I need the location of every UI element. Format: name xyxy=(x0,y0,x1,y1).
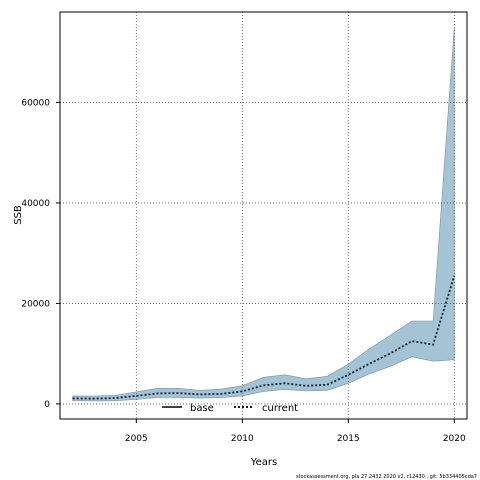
grid-layer xyxy=(60,12,467,419)
series-line-layer xyxy=(72,275,456,400)
y-axis-label: SSB xyxy=(13,205,24,225)
x-tick-label: 2010 xyxy=(231,434,254,444)
x-axis-label: Years xyxy=(250,457,277,468)
x-tick-label: 2020 xyxy=(443,434,466,444)
y-axis-ticks: 0 20000 40000 60000 xyxy=(21,98,60,410)
y-tick-label: 20000 xyxy=(21,299,50,309)
y-tick-label: 60000 xyxy=(21,98,50,108)
legend: base current xyxy=(162,403,298,414)
x-axis-ticks: 2005 2010 2015 2020 xyxy=(125,419,466,444)
y-tick-label: 40000 xyxy=(21,199,50,209)
legend-current-label: current xyxy=(262,403,298,414)
x-tick-label: 2015 xyxy=(337,434,360,444)
series-line-current xyxy=(72,275,456,400)
plot-frame xyxy=(59,11,468,420)
x-tick-label: 2005 xyxy=(125,434,148,444)
y-tick-label: 0 xyxy=(44,400,50,410)
confidence-band xyxy=(72,27,455,402)
footnote: stockassessment.org, pla 27.2432 2020 v2… xyxy=(296,474,477,480)
confidence-band-layer xyxy=(72,27,455,402)
legend-base-label: base xyxy=(190,403,214,414)
